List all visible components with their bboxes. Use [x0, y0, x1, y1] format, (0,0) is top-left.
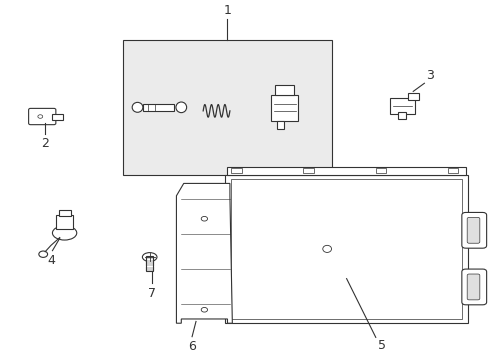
Bar: [397, 112, 406, 119]
Bar: [375, 168, 386, 173]
Ellipse shape: [176, 102, 186, 113]
Ellipse shape: [322, 246, 331, 252]
Text: 2: 2: [41, 138, 49, 150]
Ellipse shape: [217, 288, 222, 292]
Bar: [142, 104, 174, 111]
Bar: [122, 40, 331, 175]
FancyBboxPatch shape: [461, 212, 486, 248]
Text: 7: 7: [148, 287, 156, 300]
Text: 4: 4: [47, 254, 55, 267]
Bar: [52, 114, 63, 120]
Ellipse shape: [39, 251, 47, 257]
FancyBboxPatch shape: [29, 108, 56, 125]
Ellipse shape: [215, 286, 224, 293]
Bar: [407, 93, 418, 100]
Bar: [303, 168, 314, 173]
Bar: [277, 121, 284, 129]
Bar: [59, 210, 71, 216]
Bar: [389, 98, 414, 114]
Bar: [146, 256, 153, 271]
FancyBboxPatch shape: [461, 269, 486, 305]
Bar: [224, 175, 467, 323]
Ellipse shape: [52, 226, 77, 240]
Bar: [212, 187, 226, 311]
Bar: [56, 215, 73, 229]
Bar: [447, 168, 458, 173]
Ellipse shape: [132, 102, 142, 112]
Ellipse shape: [201, 307, 207, 312]
Bar: [231, 168, 242, 173]
Text: 1: 1: [223, 4, 231, 17]
Ellipse shape: [215, 204, 224, 212]
Ellipse shape: [38, 115, 42, 118]
Bar: [275, 85, 293, 95]
Text: 6: 6: [188, 340, 196, 353]
Text: 5: 5: [377, 339, 386, 352]
FancyBboxPatch shape: [466, 274, 479, 300]
Bar: [227, 167, 465, 175]
FancyBboxPatch shape: [466, 217, 479, 243]
Polygon shape: [176, 183, 232, 323]
Ellipse shape: [142, 253, 157, 261]
Ellipse shape: [217, 206, 222, 210]
Bar: [271, 95, 297, 121]
Text: 3: 3: [425, 69, 433, 82]
Ellipse shape: [201, 216, 207, 221]
Bar: [230, 179, 461, 319]
